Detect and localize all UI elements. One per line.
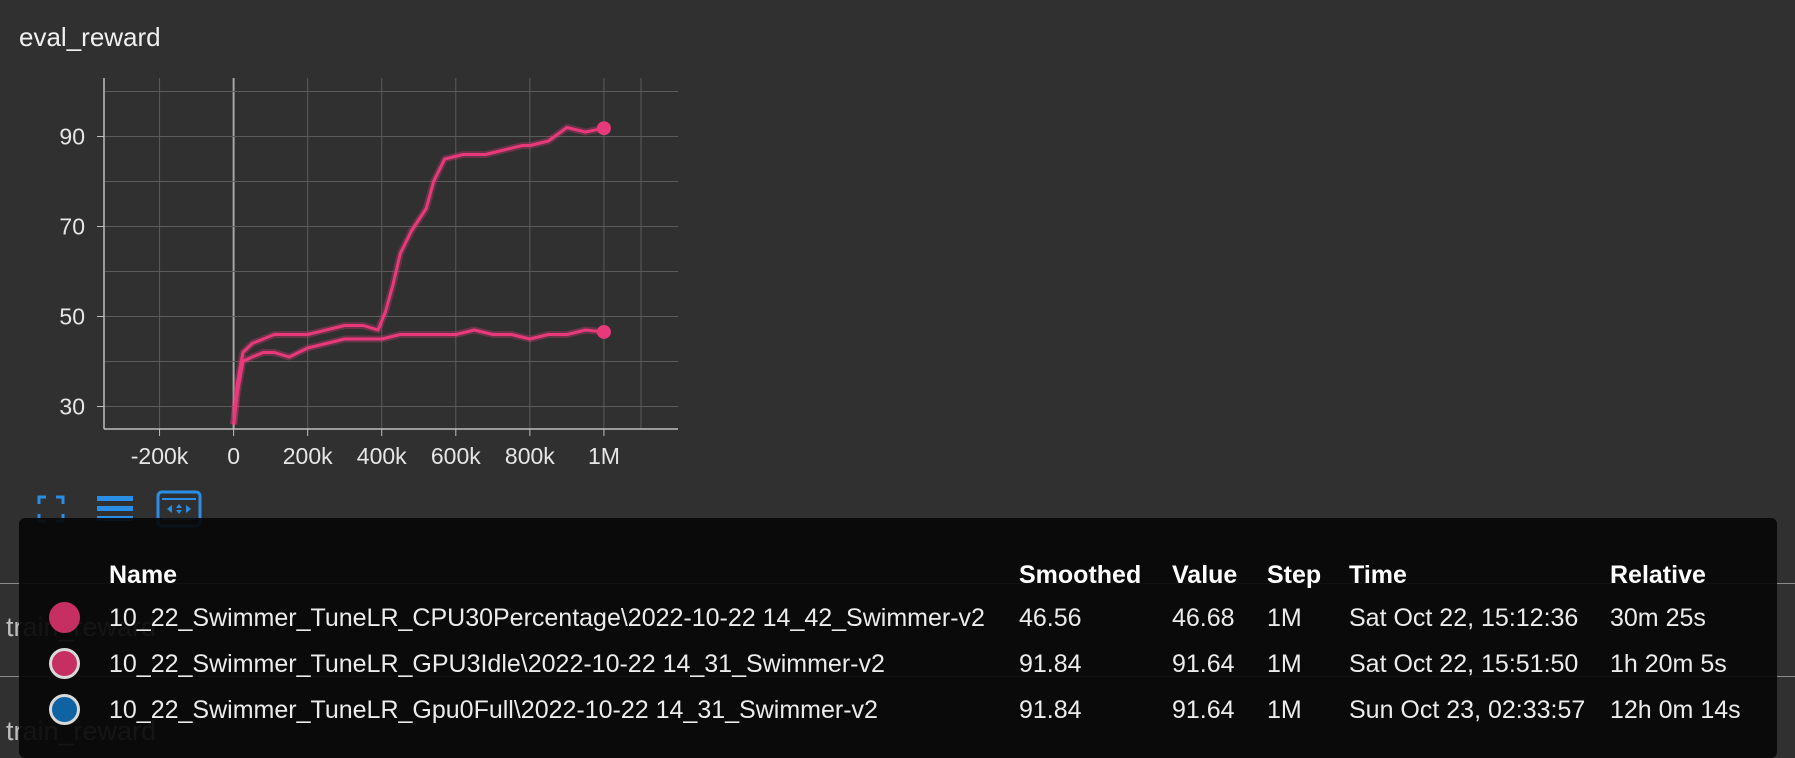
header-relative: Relative [1610, 561, 1706, 589]
card-title: eval_reward [19, 22, 161, 52]
relative-value: 30m 25s [1610, 604, 1706, 632]
series-end-marker [596, 324, 611, 339]
header-value: Value [1172, 561, 1238, 589]
y-tick-label: 70 [59, 214, 85, 240]
smoothed-value: 46.56 [1019, 604, 1082, 632]
time-value: Sat Oct 22, 15:51:50 [1349, 650, 1579, 678]
run-name: 10_22_Swimmer_TuneLR_CPU30Percentage\202… [109, 604, 985, 632]
fullscreen-icon[interactable] [36, 494, 66, 529]
chart-grid [104, 78, 678, 429]
time-value: Sun Oct 23, 02:33:57 [1349, 696, 1586, 724]
run-name: 10_22_Swimmer_TuneLR_Gpu0Full\2022-10-22… [109, 696, 878, 724]
series-raw-band [230, 326, 605, 425]
relative-value: 1h 20m 5s [1610, 650, 1727, 678]
y-tick-label: 50 [59, 304, 85, 330]
tooltip-row: 10_22_Swimmer_TuneLR_CPU30Percentage\202… [19, 598, 1777, 638]
step-value: 1M [1267, 604, 1302, 632]
x-tick-label: 200k [283, 443, 333, 469]
smoothed-value: 91.84 [1019, 650, 1082, 678]
x-tick-label: 1M [588, 443, 620, 469]
header-name: Name [109, 561, 178, 589]
tooltip-row: 10_22_Swimmer_TuneLR_GPU3Idle\2022-10-22… [19, 644, 1777, 684]
x-tick-label: 0 [227, 443, 240, 469]
relative-value: 12h 0m 14s [1610, 696, 1741, 724]
series-raw-band [230, 124, 605, 425]
header-time: Time [1349, 561, 1407, 589]
time-value: Sat Oct 22, 15:12:36 [1349, 604, 1579, 632]
tooltip-header: Name Smoothed Value Step Time Relative [19, 555, 1777, 595]
smoothed-value: 91.84 [1019, 696, 1082, 724]
raw-value: 91.64 [1172, 696, 1235, 724]
series-line [232, 328, 605, 425]
run-color-swatch [49, 602, 80, 633]
tooltip-row: 10_22_Swimmer_TuneLR_Gpu0Full\2022-10-22… [19, 690, 1777, 730]
y-tick-label: 30 [59, 394, 85, 420]
raw-value: 91.64 [1172, 650, 1235, 678]
run-color-swatch [49, 648, 80, 679]
series-end-marker [596, 121, 611, 136]
chart-axes: -200k 0 200k 400k 600k 800k 1M 30 50 70 90 [59, 78, 678, 469]
x-tick-label: 400k [357, 443, 407, 469]
header-step: Step [1267, 561, 1322, 589]
data-tooltip: Name Smoothed Value Step Time Relative 1… [19, 518, 1777, 758]
raw-value: 46.68 [1172, 604, 1235, 632]
header-smoothed: Smoothed [1019, 561, 1142, 589]
step-value: 1M [1267, 696, 1302, 724]
y-tick-label: 90 [59, 124, 85, 150]
series-line [232, 126, 605, 425]
x-tick-label: 800k [505, 443, 555, 469]
run-name: 10_22_Swimmer_TuneLR_GPU3Idle\2022-10-22… [109, 650, 885, 678]
chart-series [230, 121, 611, 425]
x-tick-label: -200k [131, 443, 189, 469]
run-color-swatch [49, 694, 80, 725]
x-tick-label: 600k [431, 443, 481, 469]
step-value: 1M [1267, 650, 1302, 678]
eval-reward-chart[interactable]: -200k 0 200k 400k 600k 800k 1M 30 50 70 90 [0, 60, 700, 480]
